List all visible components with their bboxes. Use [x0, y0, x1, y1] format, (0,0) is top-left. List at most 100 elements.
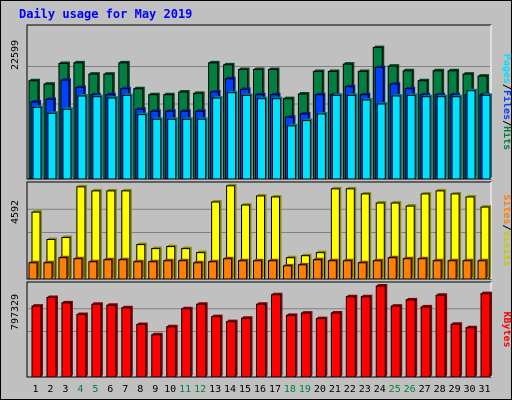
kbytes-bar [375, 285, 386, 378]
kbytes-bar-shadow [301, 311, 313, 377]
kbytes-bar-shadow [391, 304, 403, 377]
day-label: 18 [284, 384, 296, 395]
series-label-part: / [501, 84, 511, 90]
pages-bar [331, 94, 341, 180]
day-label: 2 [47, 384, 53, 395]
kbytes-bar [151, 334, 162, 378]
day-label: 27 [419, 384, 431, 395]
day-label: 6 [107, 384, 113, 395]
sites-bar [342, 260, 352, 280]
pages-bar [286, 125, 296, 180]
kbytes-bar [330, 312, 341, 378]
day-label: 24 [374, 384, 386, 395]
kbytes-bar [480, 293, 491, 378]
kbytes-bar-shadow [76, 312, 88, 377]
day-label: 26 [404, 384, 416, 395]
sites-bar [432, 260, 442, 280]
kbytes-bar-shadow [406, 297, 418, 377]
day-label: 4 [77, 384, 83, 395]
sites-bar [43, 262, 53, 280]
kbytes-series-label: KBytes [501, 311, 511, 347]
sites-bar [357, 262, 367, 280]
day-label: 8 [137, 384, 143, 395]
visits_sites-max-label: 4592 [10, 200, 21, 224]
pages-bar [271, 98, 281, 180]
kbytes-bar [121, 307, 132, 378]
day-label: 1 [32, 384, 38, 395]
pages-bar [466, 90, 476, 180]
pages-bar [47, 112, 57, 180]
day-label: 7 [122, 384, 128, 395]
sites-bar [103, 259, 113, 280]
kbytes-bar [256, 303, 267, 378]
kbytes-bar-shadow [316, 316, 328, 377]
kbytes-bar [390, 305, 401, 378]
kbytes-bar-shadow [61, 300, 73, 377]
pages-bar [32, 106, 42, 180]
kbytes-bar [226, 321, 237, 378]
pages-bar [481, 94, 491, 180]
kbytes-bar [465, 327, 476, 378]
sites-bar [193, 262, 203, 280]
pages-bar [436, 96, 446, 180]
kbytes-bar-shadow [136, 322, 148, 377]
pages-bar [107, 97, 117, 180]
sites-bar [387, 257, 397, 280]
sites-bar [58, 257, 68, 280]
sites-bar [297, 264, 307, 280]
sites-bar [28, 262, 38, 280]
day-label: 30 [464, 384, 476, 395]
sites-bar [178, 260, 188, 280]
hits_files_pages-max-label: 22599 [10, 40, 21, 70]
kbytes-bar-shadow [331, 310, 343, 377]
day-label: 13 [209, 384, 221, 395]
kbytes-bar-shadow [181, 306, 193, 377]
pages-bar [197, 118, 207, 180]
kbytes-bar-shadow [106, 303, 118, 377]
day-label: 21 [329, 384, 341, 395]
pages-bar [406, 94, 416, 180]
kbytes-bar-shadow [151, 332, 163, 377]
kbytes-bar-shadow [226, 319, 238, 377]
pages-bar [227, 92, 237, 180]
kbytes-bar [300, 312, 311, 378]
pages-bar [301, 120, 311, 180]
hits_files_pages-series-label: Pages/Files/Hits [501, 54, 511, 150]
kbytes-bar-shadow [421, 304, 433, 377]
sites-bar [267, 260, 277, 280]
day-label: 5 [92, 384, 98, 395]
day-label: 17 [269, 384, 281, 395]
kbytes-bar-shadow [286, 313, 298, 377]
series-label-part: Hits [501, 126, 511, 150]
pages-bar [257, 98, 267, 180]
sites-bar [477, 260, 487, 280]
kbytes-bar [420, 306, 431, 378]
pages-bar [137, 114, 147, 180]
kbytes-bar [270, 294, 281, 378]
pages-bar [346, 94, 356, 180]
kbytes-bar [360, 296, 371, 378]
kbytes-bar [241, 317, 252, 378]
kbytes-bar [181, 308, 192, 378]
kbytes-bar [61, 302, 72, 378]
day-label: 29 [449, 384, 461, 395]
day-label: 9 [152, 384, 158, 395]
series-label-part: Pages [501, 54, 511, 84]
kbytes-bar-shadow [256, 302, 268, 377]
day-label: 10 [164, 384, 176, 395]
pages-bar [92, 96, 102, 180]
kbytes-bar [106, 304, 117, 378]
pages-bar [451, 96, 461, 180]
kbytes-bar [450, 323, 461, 378]
day-label: 25 [389, 384, 401, 395]
kbytes-bar-shadow [481, 291, 493, 377]
kbytes-bar-shadow [46, 295, 58, 377]
series-label-part: Files [501, 90, 511, 120]
kbytes-bar-shadow [32, 304, 43, 377]
sites-bar [253, 260, 263, 280]
series-label-part: / [501, 120, 511, 126]
pages-bar [77, 95, 87, 180]
pages-bar [421, 96, 431, 180]
